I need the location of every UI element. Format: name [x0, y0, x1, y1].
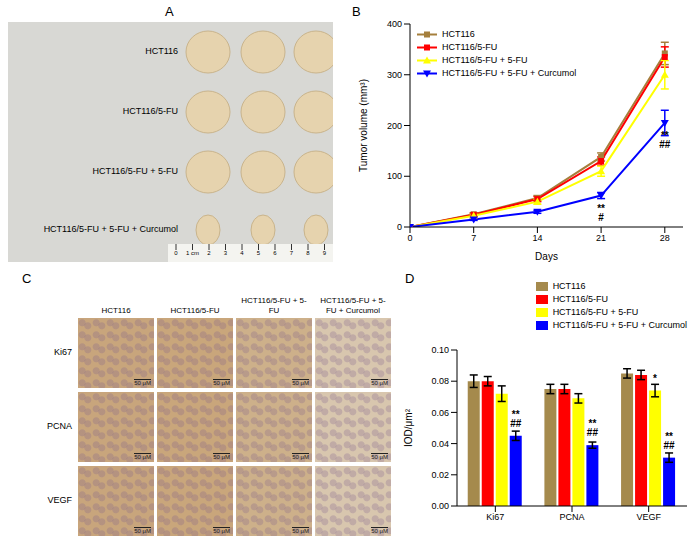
html-text:HCT116/5-FU + 5-FU + Curcumol: HCT116/5-FU + 5-FU + Curcumol	[442, 68, 577, 78]
svg-text:0.04: 0.04	[431, 439, 449, 449]
html-text:50 μM: 50 μM	[213, 380, 230, 386]
html-text:HCT116/5-FU + 5-FU + Curcumol: HCT116/5-FU + 5-FU + Curcumol	[320, 296, 386, 315]
html-text:9: 9	[322, 250, 327, 256]
svg-text:7: 7	[471, 233, 476, 243]
svg-text:300: 300	[387, 70, 402, 80]
html-text:HCT116/5-FU + 5-FU: HCT116/5-FU + 5-FU	[442, 55, 528, 65]
html-text:HCT116/5-FU + 5-FU + Curcumol: HCT116/5-FU + 5-FU + Curcumol	[552, 320, 687, 330]
svg-text:Days: Days	[535, 251, 558, 262]
svg-text:21: 21	[596, 233, 606, 243]
html-text:HCT116/5-FU: HCT116/5-FU	[170, 306, 220, 315]
svg-text:*: *	[653, 373, 657, 384]
html-text:8: 8	[306, 250, 310, 256]
html-text:50 μM: 50 μM	[371, 528, 388, 534]
html-text:7: 7	[289, 250, 294, 256]
html-text:HCT116/5-FU + 5-FU: HCT116/5-FU + 5-FU	[552, 307, 639, 317]
html-text:50 μM: 50 μM	[292, 454, 309, 460]
html-text:50 μM: 50 μM	[134, 454, 151, 460]
svg-text:##: ##	[587, 427, 599, 438]
svg-text:0.02: 0.02	[431, 470, 449, 480]
html-text:HCT116/5-FU + 5-FU: HCT116/5-FU + 5-FU	[92, 166, 178, 176]
html-text:VEGF: VEGF	[47, 495, 72, 505]
svg-text:100: 100	[387, 171, 402, 181]
svg-text:200: 200	[387, 121, 402, 131]
html-text:HCT116: HCT116	[442, 29, 475, 39]
svg-text:0: 0	[397, 222, 402, 232]
html-text:HCT116: HCT116	[552, 281, 586, 291]
svg-text:##: ##	[664, 440, 676, 451]
svg-text:##: ##	[510, 418, 522, 429]
svg-text:Ki67: Ki67	[486, 512, 504, 522]
html-text:A: A	[165, 4, 174, 19]
svg-text:VEGF: VEGF	[636, 512, 661, 522]
html-text:3: 3	[223, 250, 228, 256]
html-text:50 μM: 50 μM	[213, 454, 230, 460]
html-text:50 μM: 50 μM	[371, 454, 388, 460]
html-text:50 μM: 50 μM	[213, 528, 230, 534]
html-text:50 μM: 50 μM	[371, 380, 388, 386]
html-text:D: D	[405, 271, 415, 286]
html-text:HCT116: HCT116	[145, 46, 178, 56]
svg-text:IOD/μm²: IOD/μm²	[403, 408, 414, 447]
html-text:5: 5	[256, 250, 261, 256]
svg-text:PCNA: PCNA	[559, 512, 584, 522]
html-text:B: B	[352, 4, 361, 19]
html-text:6: 6	[273, 250, 277, 256]
html-text:HCT116/5-FU: HCT116/5-FU	[552, 294, 608, 304]
html-text:1 cm: 1 cm	[186, 250, 199, 256]
html-text:C: C	[22, 271, 32, 286]
svg-text:28: 28	[660, 233, 670, 243]
html-text:HCT116/5-FU: HCT116/5-FU	[442, 42, 498, 52]
html-text:50 μM: 50 μM	[292, 528, 309, 534]
html-text:PCNA: PCNA	[47, 421, 72, 431]
svg-text:0.10: 0.10	[431, 345, 449, 355]
html-text:4: 4	[240, 250, 244, 256]
html-text:2: 2	[207, 250, 211, 256]
html-text:HCT116/5-FU + 5-FU: HCT116/5-FU + 5-FU	[241, 296, 307, 315]
html-text:Ki67: Ki67	[54, 347, 72, 357]
svg-text:0: 0	[407, 233, 412, 243]
svg-text:Tumor volume (mm³): Tumor volume (mm³)	[358, 79, 369, 172]
html-text:0: 0	[174, 250, 178, 256]
svg-text:0.08: 0.08	[431, 376, 449, 386]
svg-text:14: 14	[532, 233, 542, 243]
svg-text:##: ##	[659, 139, 671, 150]
svg-text:0.00: 0.00	[431, 501, 449, 511]
html-text:50 μM: 50 μM	[134, 380, 151, 386]
html-text:HCT116: HCT116	[101, 306, 131, 315]
html-text:HCT116/5-FU: HCT116/5-FU	[122, 106, 178, 116]
html-text:50 μM: 50 μM	[134, 528, 151, 534]
html-text:50 μM: 50 μM	[292, 380, 309, 386]
svg-text:#: #	[598, 212, 604, 223]
html-text:HCT116/5-FU + 5-FU + Curcumol: HCT116/5-FU + 5-FU + Curcumol	[43, 224, 178, 234]
svg-text:0.06: 0.06	[431, 408, 449, 418]
svg-text:400: 400	[387, 19, 402, 29]
